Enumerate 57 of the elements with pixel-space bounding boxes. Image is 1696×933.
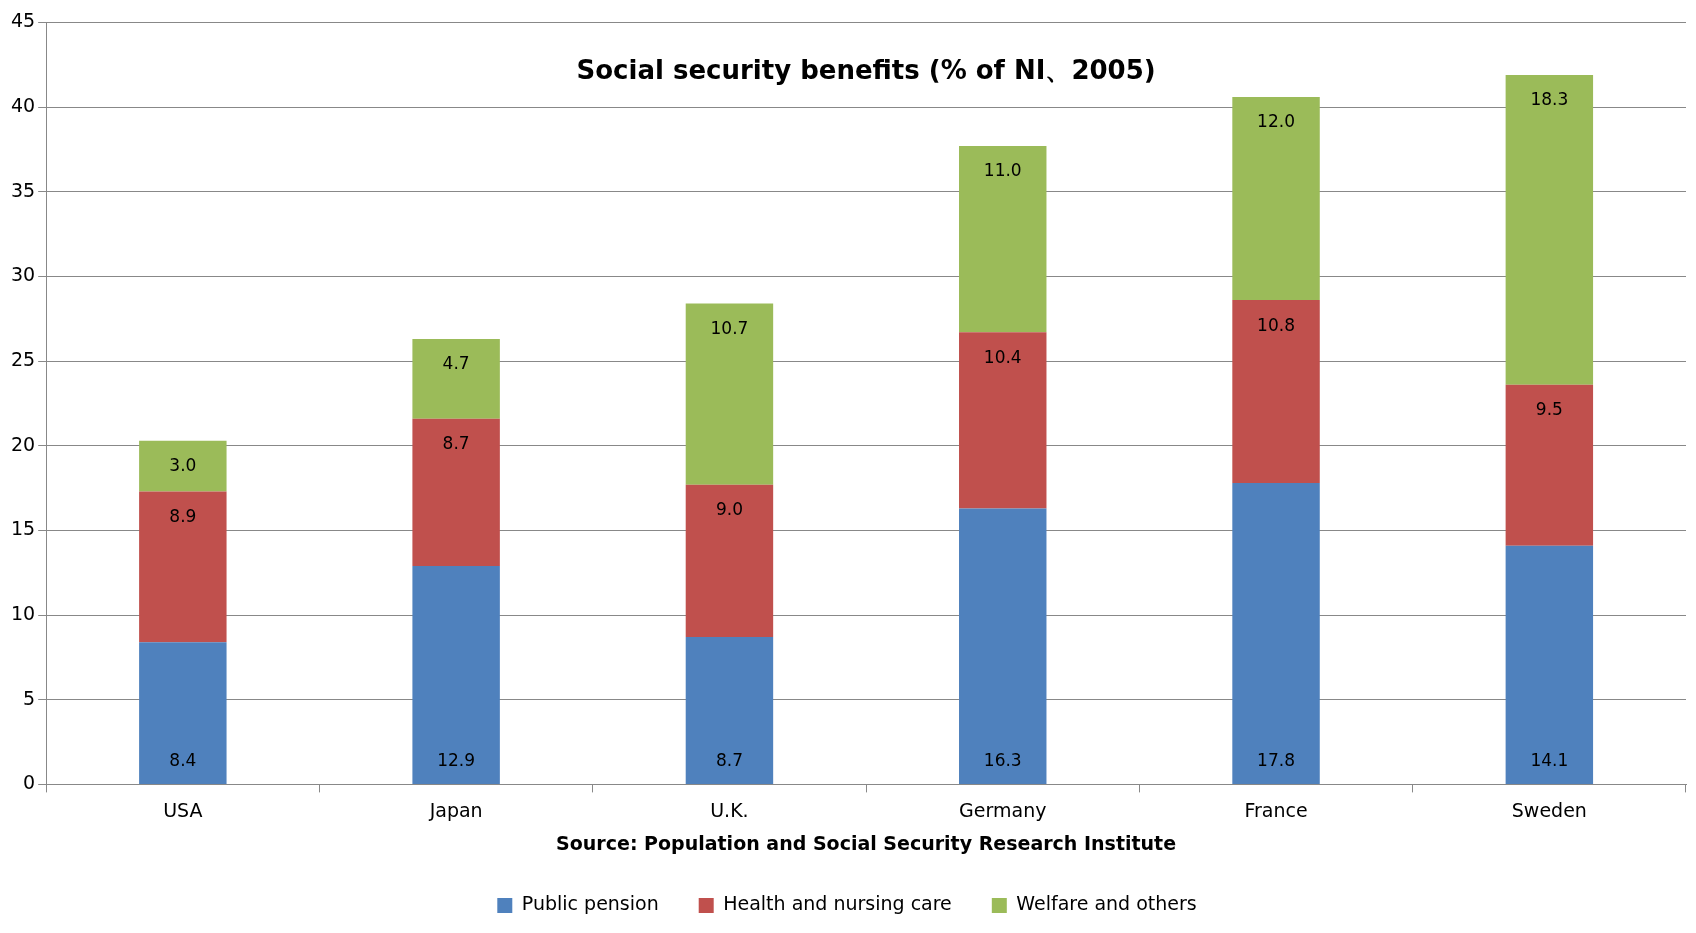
data-label: 12.0: [1257, 111, 1295, 132]
bar: [685, 484, 774, 638]
bar: [139, 440, 227, 492]
legend-label: Health and nursing care: [723, 892, 952, 915]
x-tick-label: France: [1244, 798, 1308, 821]
bar: [412, 339, 500, 419]
y-tick-label: 5: [23, 686, 36, 709]
bar: [1232, 96, 1320, 301]
data-label: 11.0: [983, 160, 1022, 181]
bar: [959, 332, 1047, 509]
y-tick-label: 45: [10, 9, 36, 32]
data-label: 10.8: [1257, 314, 1295, 335]
data-label: 9.5: [1535, 399, 1563, 420]
bar: [139, 642, 227, 784]
data-label: 12.9: [437, 750, 476, 771]
legend-label: Public pension: [521, 892, 659, 915]
y-tick-label: 25: [10, 348, 36, 370]
bar: [685, 637, 774, 784]
bar: [1505, 545, 1594, 784]
data-label: 3.0: [169, 455, 197, 476]
bar: [685, 303, 774, 485]
y-tick-label: 40: [10, 94, 36, 116]
bar: [1232, 300, 1320, 483]
legend-label: Welfare and others: [1016, 892, 1197, 915]
x-tick-label: U.K.: [710, 798, 749, 821]
data-label: 16.3: [983, 750, 1022, 771]
y-tick-label: 0: [23, 771, 36, 794]
data-label: 14.1: [1530, 750, 1569, 771]
bar: [412, 418, 500, 566]
text: Social security benefits (% of NI、2005): [576, 55, 1156, 86]
bar: [1232, 482, 1320, 784]
data-label: 8.4: [169, 750, 197, 771]
bar: [1505, 74, 1594, 385]
data-label: 10.7: [710, 317, 749, 338]
x-tick-label: Japan: [428, 798, 483, 821]
bar: [412, 565, 500, 784]
data-label: 8.9: [169, 505, 197, 526]
y-tick-label: 15: [10, 517, 36, 540]
bar: [959, 508, 1047, 784]
data-label: 4.7: [442, 353, 470, 374]
data-label: 10.4: [983, 346, 1022, 367]
data-label: 8.7: [442, 433, 470, 454]
data-label: 18.3: [1530, 89, 1569, 110]
data-label: 17.8: [1257, 750, 1295, 771]
y-tick-label: 20: [10, 432, 36, 455]
x-tick-label: Sweden: [1511, 798, 1587, 821]
y-tick-label: 35: [10, 178, 36, 201]
source-note: Source: Population and Social Security Research Institute: [556, 831, 1177, 854]
x-tick-label: USA: [163, 798, 203, 821]
bar: [139, 491, 227, 643]
y-tick-label: 30: [10, 263, 36, 286]
y-tick-label: 10: [10, 602, 36, 624]
bar: [1505, 384, 1594, 546]
bar: [959, 146, 1047, 333]
data-label: 8.7: [715, 750, 743, 771]
data-label: 9.0: [715, 499, 743, 520]
x-tick-label: Germany: [959, 798, 1047, 821]
